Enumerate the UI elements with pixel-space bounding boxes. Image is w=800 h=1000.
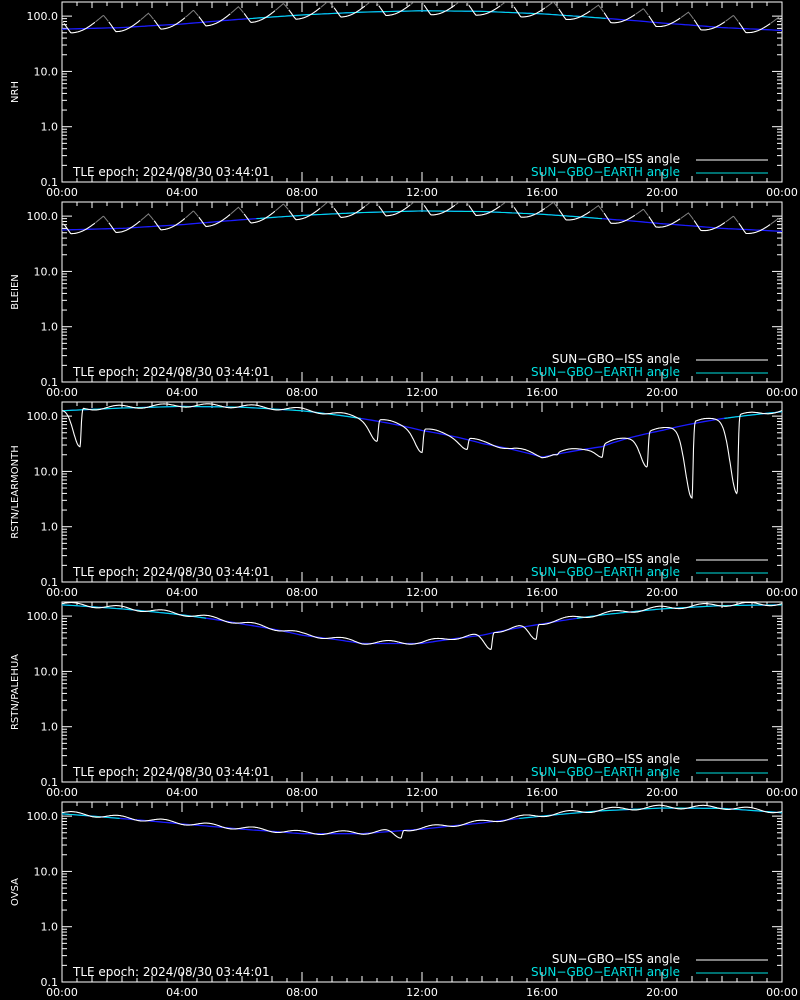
iss-angle-line-night <box>61 2 783 24</box>
x-tick-label: 12:00 <box>406 586 438 599</box>
legend-earth-label: SUN−GBO−EARTH angle <box>531 565 680 579</box>
y-tick-label: 0.1 <box>41 176 59 189</box>
x-tick-label: 00:00 <box>46 586 78 599</box>
x-tick-label: 12:00 <box>406 386 438 399</box>
x-tick-label: 04:00 <box>166 386 198 399</box>
legend-iss-label: SUN−GBO−ISS angle <box>552 952 680 966</box>
iss-angle-line <box>63 4 771 34</box>
x-tick-label: 12:00 <box>406 186 438 199</box>
chart-panel-0: 100.010.01.00.100:00 04:00 08:00 12:00 16:00… <box>10 1 798 199</box>
x-tick-label: 20:00 <box>646 186 678 199</box>
legend-iss-label: SUN−GBO−ISS angle <box>552 552 680 566</box>
y-axis-label: RSTN/LEARMONTH <box>10 445 21 539</box>
x-tick-label: 08:00 <box>286 186 318 199</box>
y-tick-label: 1.0 <box>41 521 59 534</box>
x-tick-label: 08:00 <box>286 586 318 599</box>
x-tick-label: 04:00 <box>166 586 198 599</box>
x-tick-label: 08:00 <box>286 386 318 399</box>
y-tick-label: 100.0 <box>27 610 59 623</box>
x-tick-label: 16:00 <box>526 786 558 799</box>
y-tick-label: 1.0 <box>41 121 59 134</box>
x-tick-label: 00:00 <box>766 786 798 799</box>
y-tick-label: 100.0 <box>27 810 59 823</box>
tle-epoch-text: TLE epoch: 2024/08/30 03:44:01 <box>72 165 270 179</box>
y-tick-label: 0.1 <box>41 376 59 389</box>
x-tick-label: 00:00 <box>766 386 798 399</box>
legend-earth-label: SUN−GBO−EARTH angle <box>531 765 680 779</box>
iss-angle-line <box>63 204 771 235</box>
tle-epoch-text: TLE epoch: 2024/08/30 03:44:01 <box>72 765 270 779</box>
earth-angle-line-dayside <box>249 10 606 20</box>
chart-panel-1: 100.010.01.00.100:00 04:00 08:00 12:00 16:00… <box>10 201 798 399</box>
earth-angle-line-dayside <box>519 807 783 820</box>
x-tick-label: 16:00 <box>526 586 558 599</box>
y-axis-label: OVSA <box>10 878 21 906</box>
legend-earth-label: SUN−GBO−EARTH angle <box>531 365 680 379</box>
earth-angle-line-dayside <box>724 411 783 419</box>
legend-iss-label: SUN−GBO−ISS angle <box>552 152 680 166</box>
tle-epoch-text: TLE epoch: 2024/08/30 03:44:01 <box>72 965 270 979</box>
earth-angle-line-dayside <box>61 405 361 420</box>
y-tick-label: 0.1 <box>41 976 59 989</box>
x-tick-label: 16:00 <box>526 386 558 399</box>
y-tick-label: 100.0 <box>27 410 59 423</box>
y-tick-label: 1.0 <box>41 321 59 334</box>
y-tick-label: 1.0 <box>41 721 59 734</box>
y-tick-label: 10.0 <box>34 865 59 878</box>
chart-panel-4: 100.010.01.00.100:00 04:00 08:00 12:00 16:00… <box>10 801 798 999</box>
y-tick-label: 1.0 <box>41 921 59 934</box>
x-tick-label: 00:00 <box>46 786 78 799</box>
y-tick-label: 10.0 <box>34 265 59 278</box>
iss-angle-line-night <box>61 201 783 225</box>
legend-earth-label: SUN−GBO−EARTH angle <box>531 165 680 179</box>
x-tick-label: 08:00 <box>286 786 318 799</box>
x-tick-label: 00:00 <box>46 386 78 399</box>
tle-epoch-text: TLE epoch: 2024/08/30 03:44:01 <box>72 565 270 579</box>
iss-angle-line <box>61 601 783 651</box>
x-tick-label: 00:00 <box>766 986 798 999</box>
iss-angle-line <box>61 403 783 499</box>
chart-panel-2: 100.010.01.00.100:00 04:00 08:00 12:00 16:00… <box>10 401 798 599</box>
y-tick-label: 0.1 <box>41 776 59 789</box>
x-tick-label: 00:00 <box>46 186 78 199</box>
y-tick-label: 10.0 <box>34 665 59 678</box>
x-tick-label: 04:00 <box>166 186 198 199</box>
x-tick-label: 12:00 <box>406 786 438 799</box>
x-tick-label: 16:00 <box>526 986 558 999</box>
x-tick-label: 08:00 <box>286 986 318 999</box>
y-axis-label: BLEIEN <box>10 274 21 310</box>
y-tick-label: 100.0 <box>27 10 59 23</box>
earth-angle-line-dayside <box>256 210 603 220</box>
x-tick-label: 04:00 <box>166 786 198 799</box>
iss-angle-line <box>61 804 783 839</box>
x-tick-label: 20:00 <box>646 586 678 599</box>
y-tick-label: 100.0 <box>27 210 59 223</box>
chart-panel-3: 100.010.01.00.100:00 04:00 08:00 12:00 16:00… <box>10 601 798 799</box>
y-tick-label: 0.1 <box>41 576 59 589</box>
legend-iss-label: SUN−GBO−ISS angle <box>552 352 680 366</box>
x-tick-label: 20:00 <box>646 986 678 999</box>
x-tick-label: 20:00 <box>646 786 678 799</box>
y-axis-label: RSTN/PALEHUA <box>10 654 21 730</box>
y-tick-label: 10.0 <box>34 465 59 478</box>
legend-earth-label: SUN−GBO−EARTH angle <box>531 965 680 979</box>
x-tick-label: 00:00 <box>766 186 798 199</box>
x-tick-label: 16:00 <box>526 186 558 199</box>
earth-angle-line-dayside <box>576 604 783 619</box>
x-tick-label: 00:00 <box>766 586 798 599</box>
y-tick-label: 10.0 <box>34 65 59 78</box>
x-tick-label: 20:00 <box>646 386 678 399</box>
x-tick-label: 04:00 <box>166 986 198 999</box>
y-axis-label: NRH <box>10 81 21 103</box>
tle-epoch-text: TLE epoch: 2024/08/30 03:44:01 <box>72 365 270 379</box>
x-tick-label: 00:00 <box>46 986 78 999</box>
x-tick-label: 12:00 <box>406 986 438 999</box>
legend-iss-label: SUN−GBO−ISS angle <box>552 752 680 766</box>
